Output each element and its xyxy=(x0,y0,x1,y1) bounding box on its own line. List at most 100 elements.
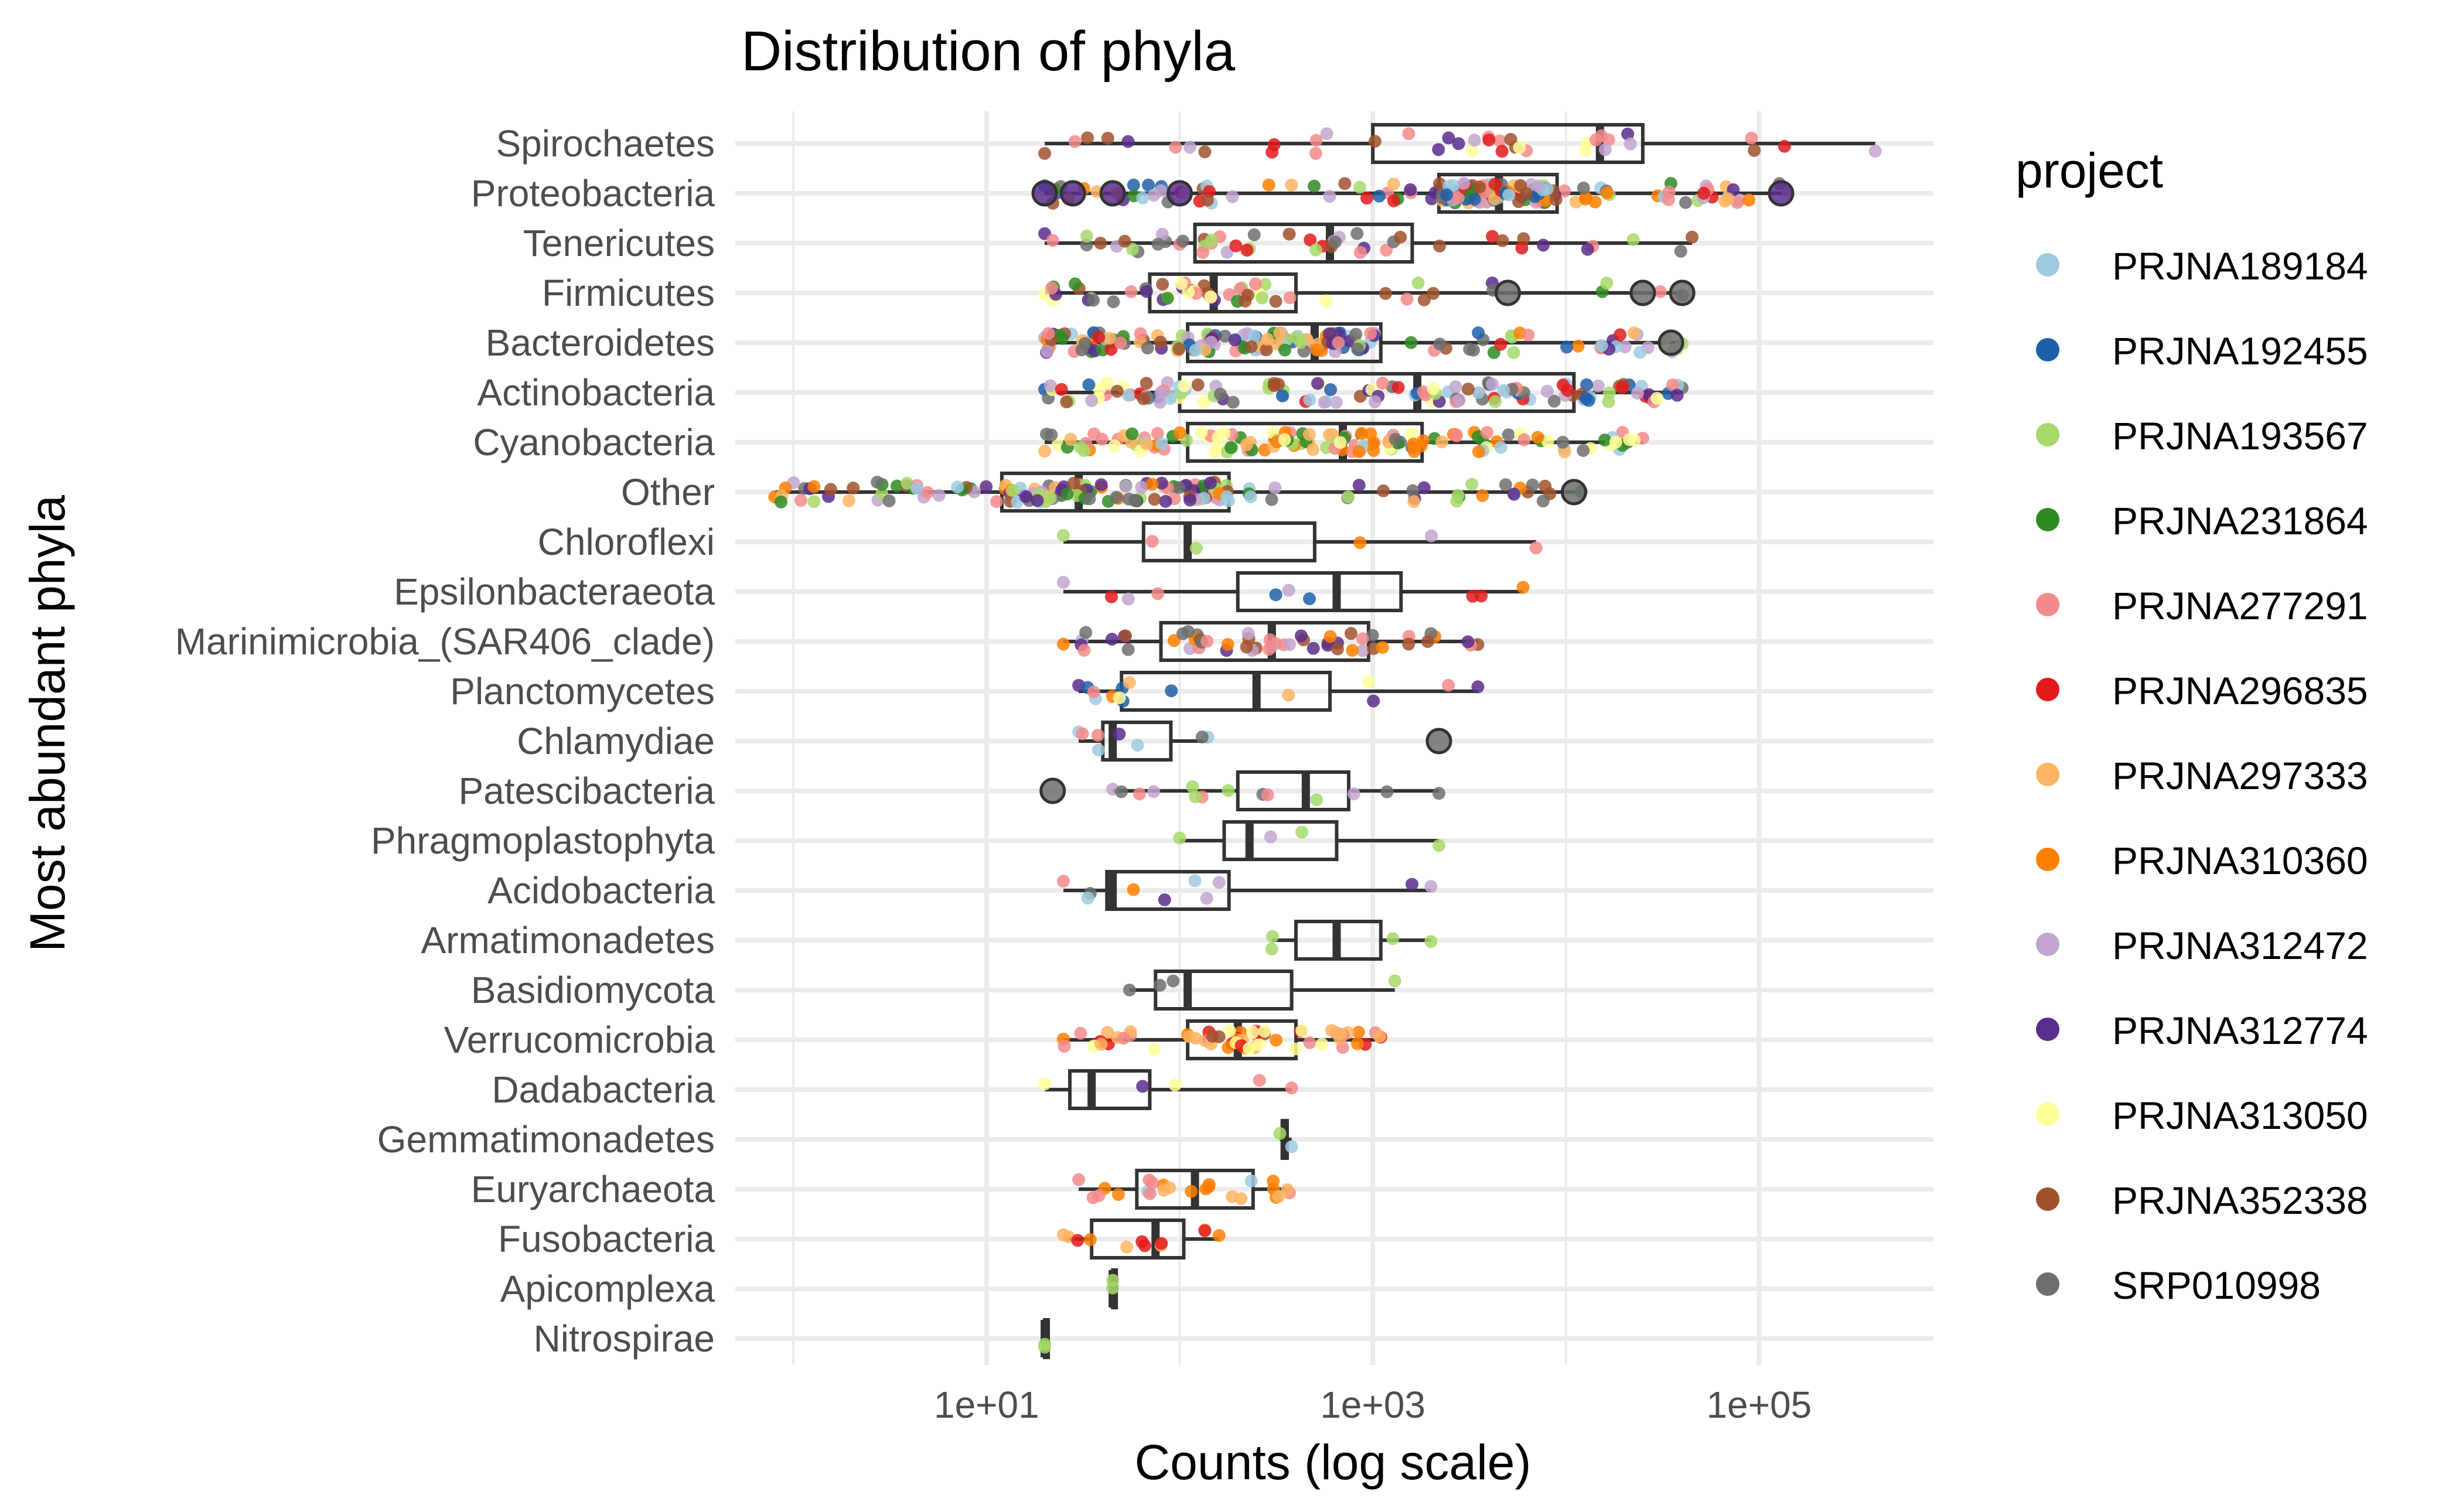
data-point xyxy=(1131,739,1144,752)
data-point xyxy=(1104,343,1118,356)
data-point xyxy=(1191,378,1205,391)
data-point xyxy=(1614,328,1627,342)
data-point xyxy=(1067,476,1080,490)
data-point xyxy=(1106,1281,1120,1295)
data-point xyxy=(1253,1074,1266,1087)
data-point xyxy=(1188,874,1202,888)
data-point xyxy=(1633,346,1647,359)
data-point xyxy=(1450,494,1464,508)
data-point xyxy=(1353,536,1367,549)
data-point xyxy=(1486,230,1499,243)
data-point xyxy=(1387,178,1400,191)
data-point xyxy=(1355,426,1368,440)
data-point xyxy=(1140,437,1153,450)
data-point xyxy=(847,482,860,495)
data-point xyxy=(1042,327,1055,340)
data-point xyxy=(1323,190,1336,203)
data-point xyxy=(1306,443,1319,456)
outlier-point xyxy=(1166,180,1193,207)
data-point xyxy=(1507,346,1520,359)
data-point xyxy=(1198,1224,1212,1237)
data-point xyxy=(1094,237,1107,250)
data-point xyxy=(1038,445,1052,458)
box-rect xyxy=(1159,621,1370,662)
data-point xyxy=(890,479,903,493)
legend-swatch xyxy=(2036,933,2059,956)
data-point xyxy=(1463,343,1476,356)
data-point xyxy=(1435,435,1449,449)
data-point xyxy=(1269,295,1283,308)
data-point xyxy=(1151,426,1164,440)
data-point xyxy=(1536,494,1550,508)
data-point xyxy=(1400,292,1414,306)
y-tick-label: Cyanobacteria xyxy=(473,421,715,463)
data-point xyxy=(1083,1233,1097,1247)
legend-entry: PRJNA297333 xyxy=(2036,754,2368,797)
data-point xyxy=(1148,493,1161,506)
data-point xyxy=(1142,178,1155,192)
data-point xyxy=(1309,134,1323,147)
data-point xyxy=(1113,728,1126,741)
data-point xyxy=(1589,133,1602,146)
data-point xyxy=(1107,295,1120,309)
data-point xyxy=(1387,194,1400,207)
data-point xyxy=(1038,1337,1052,1351)
data-point xyxy=(1285,178,1298,192)
data-point xyxy=(1537,238,1550,252)
data-point xyxy=(1868,145,1882,158)
data-point xyxy=(1424,880,1438,893)
legend-label: PRJNA312774 xyxy=(2112,1009,2368,1052)
data-point xyxy=(1173,426,1186,439)
box-rect xyxy=(1154,970,1294,1011)
data-point xyxy=(1157,1183,1171,1197)
data-point xyxy=(1242,1042,1256,1056)
box-phragmoplastophyta xyxy=(1179,820,1439,861)
data-point xyxy=(1718,194,1732,208)
y-tick-label: Firmicutes xyxy=(542,272,715,314)
data-point xyxy=(990,495,1003,508)
box-rect xyxy=(1193,223,1414,264)
data-point xyxy=(1151,237,1165,251)
data-point xyxy=(1121,592,1135,606)
data-point xyxy=(1394,230,1407,244)
data-point xyxy=(1073,441,1087,454)
legend-label: PRJNA189184 xyxy=(2112,244,2368,288)
data-point xyxy=(1346,644,1359,657)
data-point xyxy=(1432,839,1445,852)
data-point xyxy=(1258,1025,1271,1038)
data-point xyxy=(1136,1080,1150,1093)
y-tick-labels: Spirochaetes Proteobacteria Tenericutes Fir… xyxy=(175,122,715,1360)
data-point xyxy=(1497,384,1510,397)
data-point xyxy=(1145,1176,1159,1190)
data-point xyxy=(1475,589,1488,603)
data-point xyxy=(1356,644,1369,657)
data-point xyxy=(1244,1174,1258,1187)
data-point xyxy=(1598,434,1612,447)
data-point xyxy=(1154,395,1167,409)
data-point xyxy=(1262,178,1275,192)
data-point xyxy=(1153,978,1167,992)
data-point xyxy=(1265,493,1278,506)
data-point xyxy=(1108,439,1121,453)
data-point xyxy=(910,482,923,495)
data-point xyxy=(1674,244,1687,258)
y-tick-label: Fusobacteria xyxy=(498,1218,715,1260)
legend-entries: PRJNA189184 PRJNA192455 PRJNA193567 PRJNA23… xyxy=(2036,244,2368,1307)
data-point xyxy=(1325,1023,1338,1037)
data-point xyxy=(1338,177,1352,190)
data-point xyxy=(1103,332,1116,345)
data-point xyxy=(1077,644,1091,657)
data-point xyxy=(1198,395,1211,409)
data-point xyxy=(1411,277,1425,290)
data-point xyxy=(1476,489,1489,502)
data-point xyxy=(1189,790,1202,804)
data-point xyxy=(1440,188,1454,202)
outlier-point xyxy=(1031,180,1058,207)
data-point xyxy=(1283,227,1296,241)
data-point xyxy=(1294,629,1308,643)
data-point xyxy=(1275,389,1289,402)
data-point xyxy=(1427,382,1440,395)
data-point xyxy=(1189,343,1202,357)
data-point xyxy=(1155,227,1169,241)
